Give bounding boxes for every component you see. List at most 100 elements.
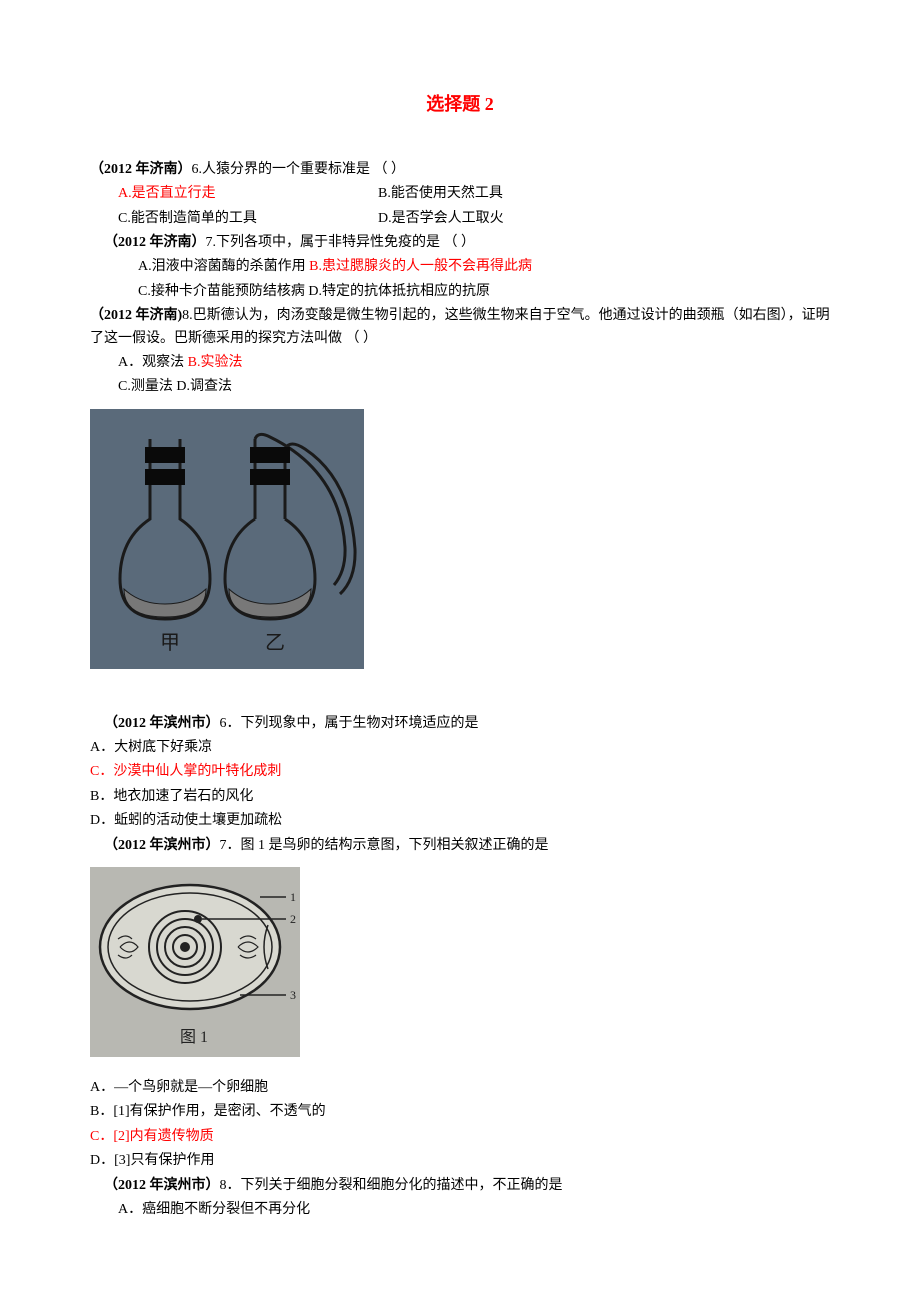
- option-b: B．地衣加速了岩石的风化: [90, 786, 830, 808]
- opt-text: 调查法: [190, 379, 232, 394]
- q-num: 6.: [192, 162, 203, 177]
- question-jinan-6: （2012 年济南）6.人猿分界的一个重要标准是 （ ）: [90, 159, 830, 181]
- opt-label: B.: [378, 186, 391, 201]
- opt-text: 特定的抗体抵抗相应的抗原: [322, 284, 490, 299]
- option-b: B.能否使用天然工具: [378, 183, 830, 205]
- opt-text: 是否学会人工取火: [392, 211, 504, 226]
- opt-text: [3]只有保护作用: [114, 1153, 214, 1168]
- question-jinan-7: （2012 年济南）7.下列各项中，属于非特异性免疫的是 （ ）: [90, 232, 830, 254]
- source-label: （2012 年滨州市）: [104, 838, 220, 853]
- opt-text: 地衣加速了岩石的风化: [113, 789, 253, 804]
- svg-text:3: 3: [290, 988, 296, 1002]
- opt-label: A．: [118, 1202, 142, 1217]
- opt-label: D．: [90, 1153, 114, 1168]
- option-d: D.调查法: [176, 379, 232, 394]
- option-row: A．观察法 B.实验法: [90, 352, 830, 374]
- exam-page: 选择题 2 （2012 年济南）6.人猿分界的一个重要标准是 （ ） A.是否直…: [0, 0, 920, 1302]
- opt-label: A.: [138, 259, 152, 274]
- opt-text: 蚯蚓的活动使土壤更加疏松: [114, 813, 282, 828]
- spacer: [90, 689, 830, 711]
- flask-figure: 甲 乙: [90, 409, 830, 669]
- option-d: D．蚯蚓的活动使土壤更加疏松: [90, 810, 830, 832]
- page-title: 选择题 2: [90, 90, 830, 119]
- opt-label: C．: [90, 764, 113, 779]
- opt-text: 泪液中溶菌酶的杀菌作用: [152, 259, 306, 274]
- option-a: A.是否直立行走: [118, 183, 378, 205]
- option-a: A.泪液中溶菌酶的杀菌作用: [138, 259, 306, 274]
- source-label: （2012 年济南): [90, 308, 182, 323]
- opt-text: [1]有保护作用，是密闭、不透气的: [113, 1104, 325, 1119]
- option-c: C.能否制造简单的工具: [118, 208, 378, 230]
- option-c: C．沙漠中仙人掌的叶特化成刺: [90, 761, 830, 783]
- opt-text: 实验法: [200, 355, 242, 370]
- opt-text: 观察法: [142, 355, 184, 370]
- source-label: （2012 年济南）: [90, 162, 192, 177]
- option-a: A．大树底下好乘凉: [90, 737, 830, 759]
- opt-text: 沙漠中仙人掌的叶特化成刺: [113, 764, 281, 779]
- question-binzhou-6: （2012 年滨州市）6．下列现象中，属于生物对环境适应的是: [90, 713, 830, 735]
- option-b: B.患过腮腺炎的人一般不会再得此病: [309, 259, 532, 274]
- option-d: D.特定的抗体抵抗相应的抗原: [308, 284, 490, 299]
- opt-label: C.: [118, 211, 131, 226]
- opt-label: C.: [138, 284, 151, 299]
- opt-text: 患过腮腺炎的人一般不会再得此病: [322, 259, 532, 274]
- opt-text: [2]内有遗传物质: [113, 1129, 213, 1144]
- option-row: C.能否制造简单的工具 D.是否学会人工取火: [90, 208, 830, 230]
- option-b: B.实验法: [188, 355, 243, 370]
- opt-label: A．: [90, 740, 114, 755]
- opt-label: A．: [118, 355, 142, 370]
- option-c: C．[2]内有遗传物质: [90, 1126, 830, 1148]
- question-jinan-8: （2012 年济南)8.巴斯德认为，肉汤变酸是微生物引起的，这些微生物来自于空气…: [90, 305, 830, 350]
- opt-text: 接种卡介苗能预防结核病: [151, 284, 305, 299]
- opt-label: B．: [90, 1104, 113, 1119]
- opt-text: 能否制造简单的工具: [131, 211, 257, 226]
- source-label: （2012 年滨州市）: [104, 716, 220, 731]
- source-label: （2012 年济南）: [104, 235, 206, 250]
- opt-text: 能否使用天然工具: [391, 186, 503, 201]
- opt-label: A.: [118, 186, 132, 201]
- option-c: C.接种卡介苗能预防结核病: [138, 284, 305, 299]
- flask-label-1: 甲: [160, 632, 180, 654]
- flask-label-2: 乙: [265, 632, 285, 654]
- option-row: A.是否直立行走 B.能否使用天然工具: [90, 183, 830, 205]
- egg-figure: 1 2 3 图 1: [90, 867, 830, 1057]
- q-num: 8.: [182, 308, 193, 323]
- egg-diagram-icon: 1 2 3 图 1: [90, 867, 300, 1057]
- q-num: 8．: [220, 1178, 241, 1193]
- q-stem: 图 1 是鸟卵的结构示意图，下列相关叙述正确的是: [241, 838, 549, 853]
- option-b: B．[1]有保护作用，是密闭、不透气的: [90, 1101, 830, 1123]
- opt-label: D．: [90, 813, 114, 828]
- q-num: 7.: [206, 235, 217, 250]
- q-stem: 下列各项中，属于非特异性免疫的是 （ ）: [216, 235, 475, 250]
- opt-label: B.: [309, 259, 322, 274]
- opt-label: C．: [90, 1129, 113, 1144]
- opt-label: C.: [118, 379, 131, 394]
- q-stem: 人猿分界的一个重要标准是 （ ）: [202, 162, 405, 177]
- question-binzhou-8: （2012 年滨州市）8．下列关于细胞分裂和细胞分化的描述中，不正确的是: [90, 1175, 830, 1197]
- option-a: A．—个鸟卵就是—个卵细胞: [90, 1077, 830, 1099]
- opt-label: D.: [308, 284, 322, 299]
- flask-diagram-icon: 甲 乙: [90, 409, 364, 669]
- option-row: C.接种卡介苗能预防结核病 D.特定的抗体抵抗相应的抗原: [90, 281, 830, 303]
- option-a: A．观察法: [118, 355, 184, 370]
- opt-text: 是否直立行走: [132, 186, 216, 201]
- option-d: D.是否学会人工取火: [378, 208, 830, 230]
- q-stem: 巴斯德认为，肉汤变酸是微生物引起的，这些微生物来自于空气。他通过设计的曲颈瓶（如…: [90, 308, 830, 345]
- q-num: 6．: [220, 716, 241, 731]
- opt-text: 测量法: [131, 379, 173, 394]
- option-row: A.泪液中溶菌酶的杀菌作用 B.患过腮腺炎的人一般不会再得此病: [90, 256, 830, 278]
- egg-caption: 图 1: [180, 1029, 208, 1046]
- opt-label: D.: [378, 211, 392, 226]
- svg-text:2: 2: [290, 912, 296, 926]
- opt-text: —个鸟卵就是—个卵细胞: [114, 1080, 268, 1095]
- option-row: C.测量法 D.调查法: [90, 376, 830, 398]
- option-a: A．癌细胞不断分裂但不再分化: [90, 1199, 830, 1221]
- svg-text:1: 1: [290, 890, 296, 904]
- q-num: 7．: [220, 838, 241, 853]
- opt-label: B.: [188, 355, 201, 370]
- opt-label: B．: [90, 789, 113, 804]
- option-c: C.测量法: [118, 379, 173, 394]
- opt-text: 大树底下好乘凉: [114, 740, 212, 755]
- source-label: （2012 年滨州市）: [104, 1178, 220, 1193]
- q-stem: 下列现象中，属于生物对环境适应的是: [241, 716, 479, 731]
